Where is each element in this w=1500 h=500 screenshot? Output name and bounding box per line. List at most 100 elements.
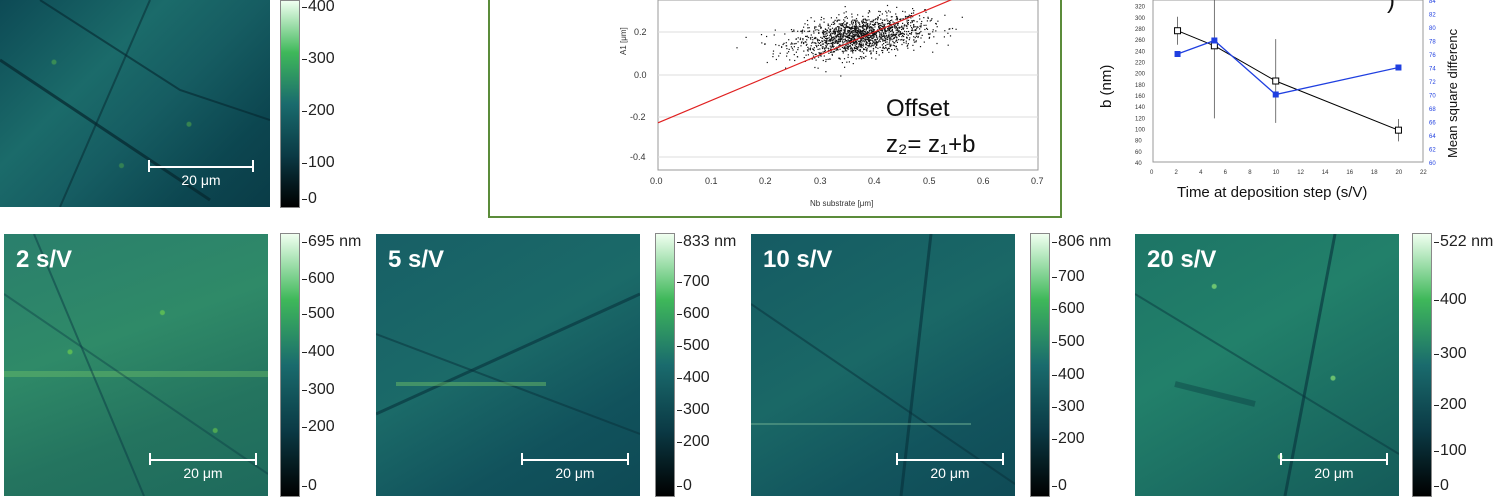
scatter-point [825, 43, 827, 45]
scatter-point [857, 47, 859, 49]
scatter-point [896, 19, 899, 21]
scatter-point [929, 33, 931, 35]
scatter-point [812, 48, 815, 50]
scatter-point [913, 25, 915, 27]
scatter-point [913, 39, 915, 41]
scatter-point [851, 30, 853, 33]
scatter-point [906, 45, 908, 47]
scatter-point [861, 46, 863, 49]
scatter-point [819, 48, 821, 50]
scatter-point [854, 44, 856, 46]
scatter-point [929, 20, 931, 22]
scatter-point [912, 29, 914, 32]
scatter-point [817, 67, 819, 69]
scatter-point [793, 54, 795, 56]
colorbar-tick: 300 [1434, 345, 1467, 362]
series-line [1177, 30, 1399, 131]
scatter-point [843, 26, 845, 28]
scatter-point [892, 21, 894, 23]
scatter-point [858, 28, 860, 30]
scatter-point [894, 34, 896, 36]
scatter-point [873, 32, 875, 35]
colorbar-tick: 0 [1434, 477, 1449, 494]
scatter-point [896, 48, 898, 50]
scatter-point [884, 31, 886, 33]
data-point [1210, 42, 1218, 50]
scatter-point [862, 40, 864, 42]
scatter-point [863, 49, 865, 51]
scatter-point [885, 37, 887, 39]
scatter-point [889, 22, 891, 24]
data-point [1272, 91, 1279, 98]
scatter-point [859, 41, 861, 43]
scatter-point [838, 27, 840, 29]
scatter-point [849, 28, 851, 30]
scatter-point [818, 29, 820, 31]
scatter-point [902, 27, 904, 29]
scatter-point [856, 43, 858, 45]
scatter-point [868, 45, 870, 47]
scatter-point [861, 44, 863, 47]
scatter-point [887, 22, 890, 24]
colorbar-tick: 300 [677, 401, 710, 418]
scatter-point [835, 35, 838, 37]
scatter-point [850, 38, 852, 40]
scatter-point [862, 20, 864, 22]
scatter-point [793, 46, 795, 48]
scatter-point [888, 26, 890, 28]
scatter-point [824, 35, 826, 37]
scatter-point [826, 34, 829, 36]
scatter-point [892, 40, 894, 43]
scatter-point [870, 26, 872, 28]
scatter-point [868, 41, 871, 43]
scatter-point [864, 36, 866, 38]
scatter-point [852, 52, 854, 54]
scatter-point [891, 16, 893, 18]
x-tick: 0.1 [705, 176, 718, 186]
scatter-point [850, 46, 852, 48]
scatter-point [875, 51, 878, 53]
x-tick: 0.6 [977, 176, 990, 186]
colorbar-tick: 100 [1434, 442, 1467, 459]
scatter-point [786, 52, 788, 54]
scatter-point [814, 42, 816, 44]
scatter-point [852, 24, 854, 26]
scatter-point [837, 49, 839, 51]
x-tick: 0.0 [650, 176, 663, 186]
colorbar-5sv [655, 233, 675, 497]
scatter-point [852, 49, 854, 51]
scatter-point [831, 32, 833, 34]
scatter-point [872, 50, 874, 52]
scatter-point [867, 16, 869, 18]
plot-area [1152, 0, 1424, 163]
scatter-point [884, 26, 886, 28]
scatter-point [937, 20, 939, 22]
scatter-point [788, 39, 790, 41]
scatter-point [858, 35, 860, 37]
scatter-point [931, 18, 933, 20]
scatter-point [868, 25, 870, 27]
x-axis-title: Time at deposition step (s/V) [1177, 184, 1367, 201]
scatter-point [876, 21, 878, 23]
scatter-point [825, 41, 827, 43]
scatter-point [897, 49, 899, 51]
scatter-point [829, 29, 831, 31]
scatter-point [839, 27, 841, 29]
scatter-point [830, 47, 832, 49]
scatter-point [834, 38, 836, 40]
scatter-point [830, 39, 832, 41]
panel-label: 5 s/V [388, 246, 445, 273]
scatter-point [854, 38, 856, 40]
scatter-point [805, 54, 807, 56]
scatter-point [874, 21, 877, 24]
scatter-point [857, 27, 860, 29]
scatter-point [889, 36, 891, 38]
scatter-point [915, 29, 917, 31]
scatter-point [846, 23, 848, 25]
scatter-point [857, 14, 859, 16]
scatter-point [809, 30, 811, 32]
colorbar-tick: 833 nm [676, 233, 737, 250]
scatter-point [864, 39, 866, 41]
scatter-point [805, 41, 807, 43]
scatter-point [839, 40, 841, 42]
